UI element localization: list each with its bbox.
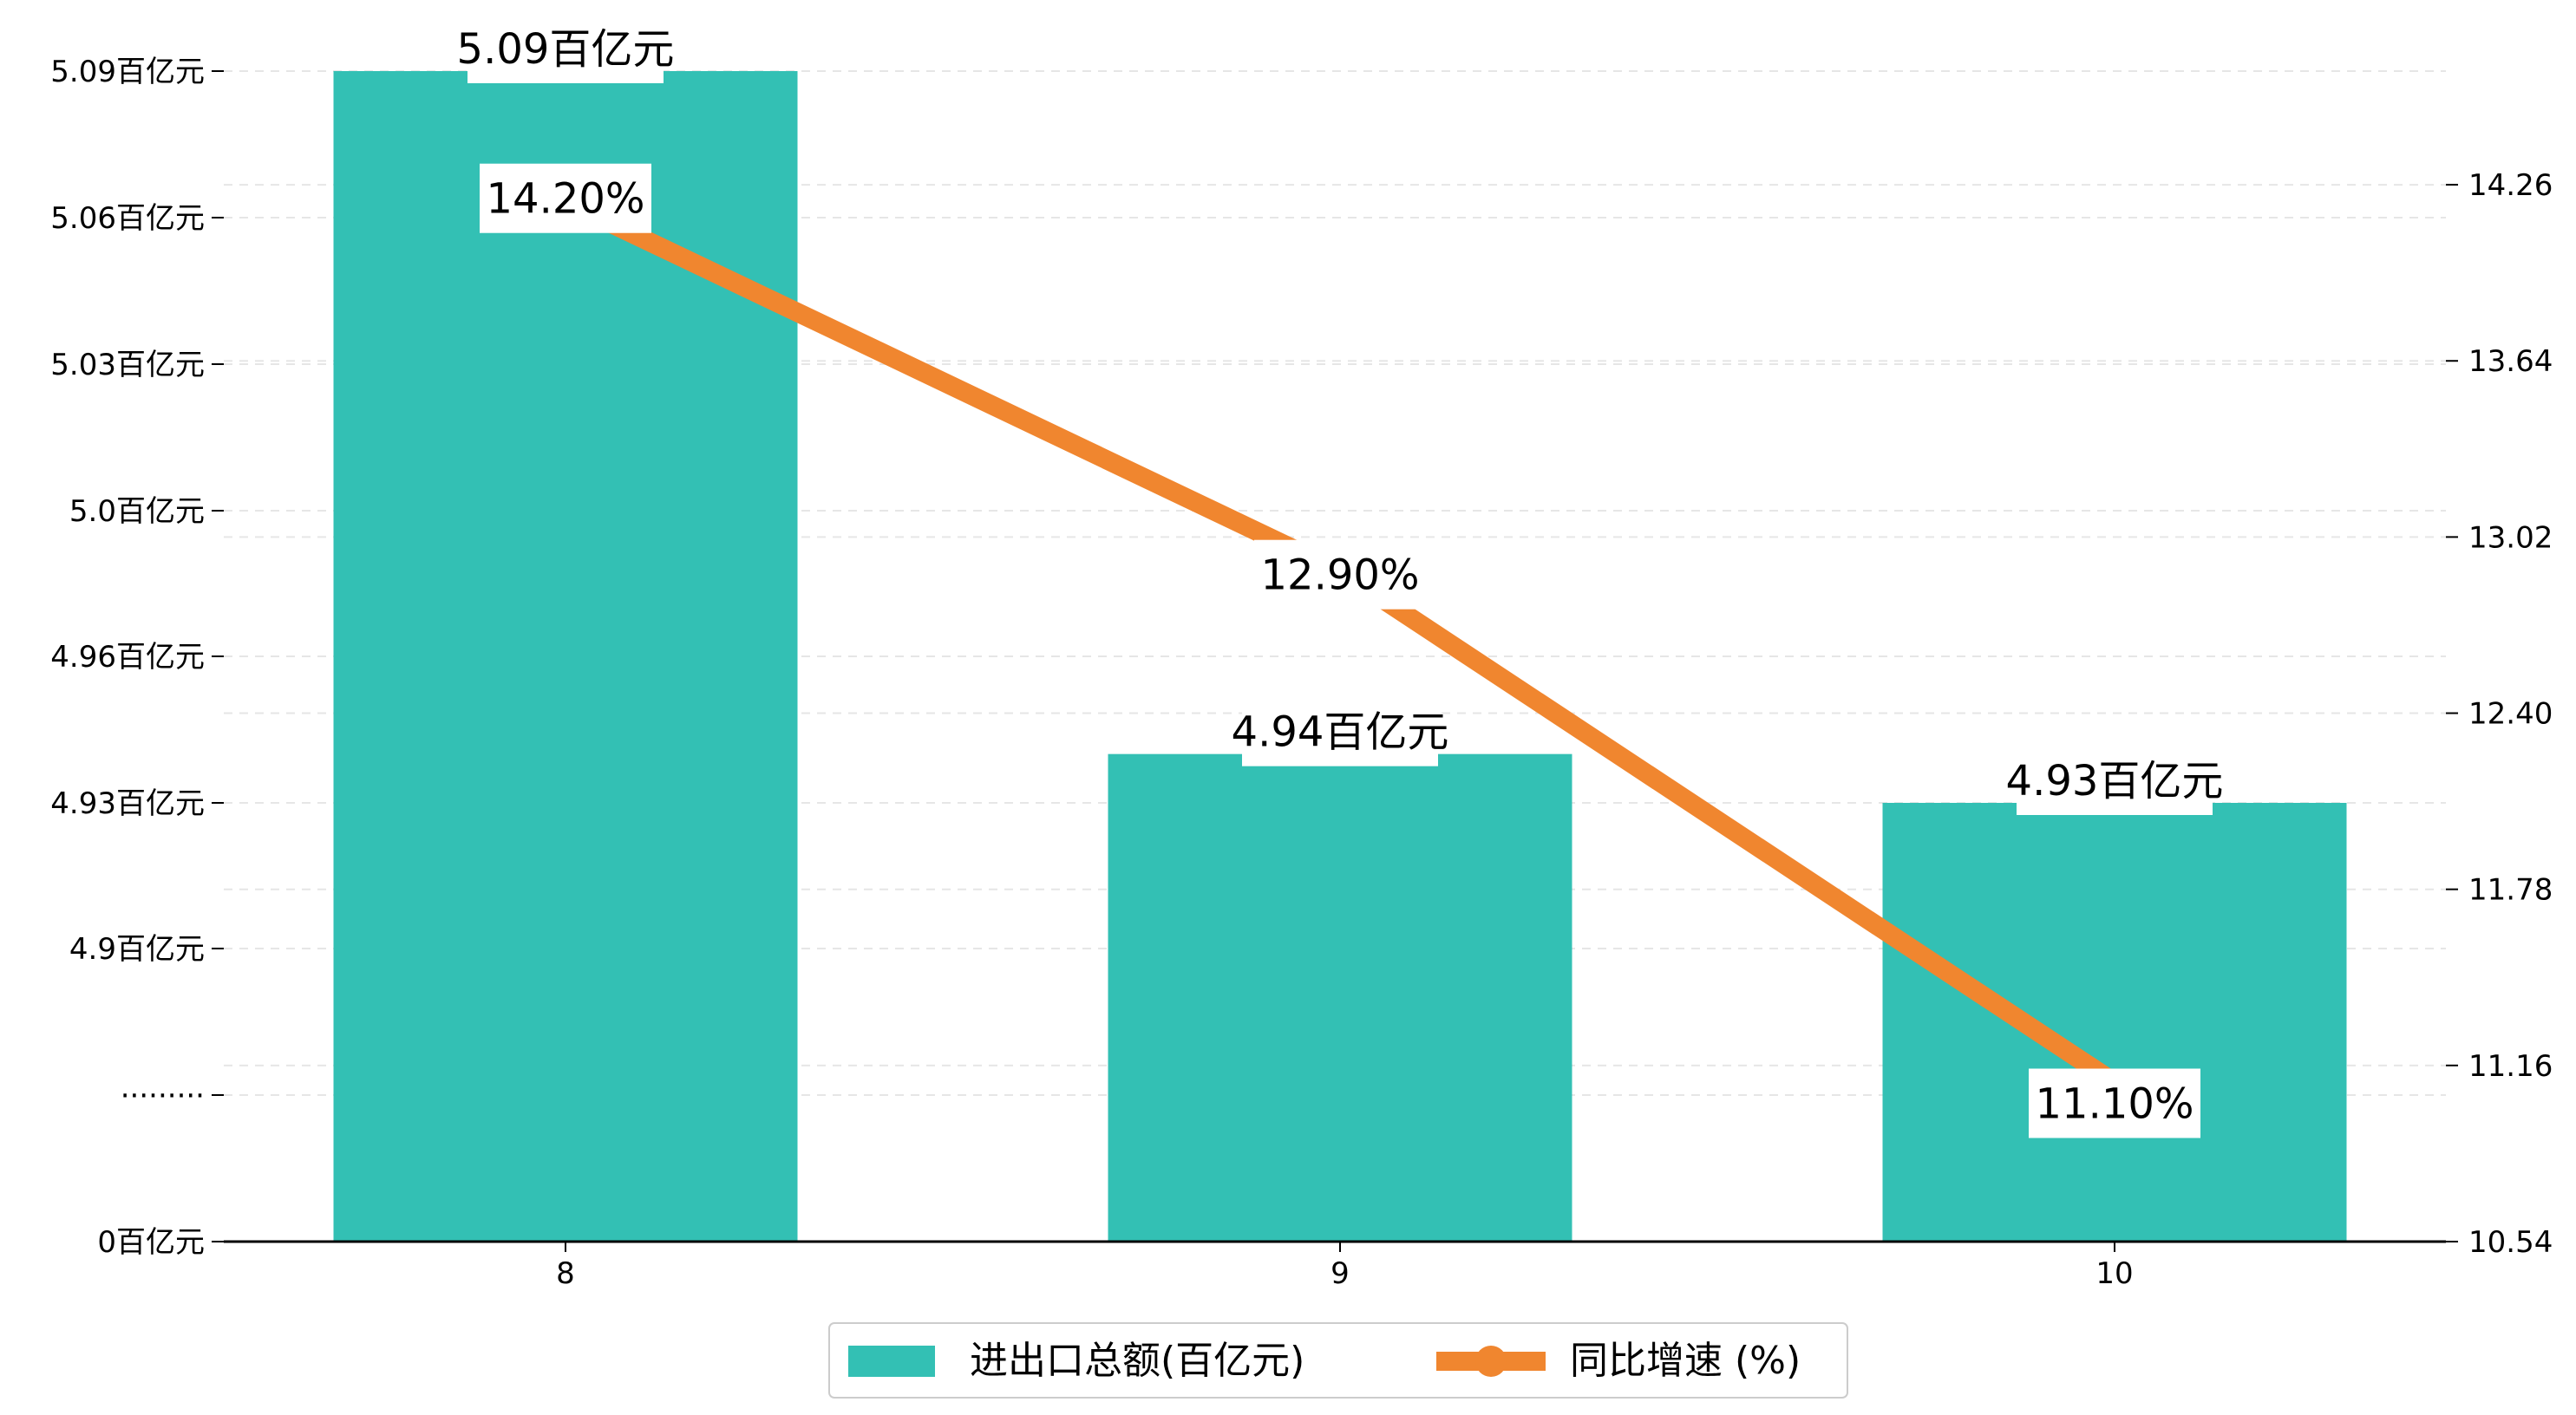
legend-label-bars: 进出口总额(百亿元): [970, 1339, 1304, 1383]
left-tick-label-4: 4.96百亿元: [50, 640, 205, 675]
bar-label-9-box: [1242, 696, 1438, 766]
bar-label-8: 5.09百亿元: [457, 25, 675, 74]
right-tick-label-1: 11.16: [2468, 1049, 2553, 1084]
line-label-10: 11.10%: [2035, 1080, 2194, 1129]
left-tick-label-1: ·········: [121, 1079, 205, 1113]
bar-label-8-box: [467, 14, 664, 83]
legend-box: [828, 1322, 1848, 1399]
x-tick-label-10: 10: [2095, 1256, 2133, 1291]
axes: 8 9 10 0百亿元 ········· 4.9百亿元 4.93百亿元 4.96百亿元 5.0…: [50, 55, 2553, 1291]
left-tick-label-3: 4.93百亿元: [50, 786, 205, 821]
line-label-9-box: [1254, 539, 1426, 610]
line-label-8: 14.20%: [486, 175, 644, 224]
right-tick-label-3: 12.40: [2468, 697, 2553, 732]
bars: [333, 71, 2347, 1242]
left-tick-label-6: 5.03百亿元: [50, 348, 205, 382]
x-tick-label-8: 8: [556, 1256, 575, 1291]
bar-label-10: 4.93百亿元: [2006, 757, 2224, 805]
bar-9: [1108, 753, 1572, 1242]
left-tick-label-0: 0百亿元: [97, 1225, 205, 1260]
legend-swatch-bars: [848, 1346, 935, 1377]
left-tick-label-5: 5.0百亿元: [69, 494, 205, 529]
left-tick-label-7: 5.06百亿元: [50, 201, 205, 236]
legend: 进出口总额(百亿元) 同比增速 (%): [828, 1322, 1848, 1399]
right-tick-label-4: 13.02: [2468, 520, 2553, 555]
bar-label-9: 4.94百亿元: [1232, 708, 1449, 757]
data-labels: 5.09百亿元 4.94百亿元 4.93百亿元 14.20% 12.90% 11.10%: [457, 14, 2224, 1138]
left-tick-label-2: 4.9百亿元: [69, 932, 205, 967]
bar-label-10-box: [2017, 746, 2213, 815]
right-tick-label-0: 10.54: [2468, 1225, 2553, 1260]
bar-10: [1882, 803, 2347, 1242]
line-label-10-box: [2029, 1068, 2200, 1138]
right-tick-label-2: 11.78: [2468, 873, 2553, 908]
legend-marker-line: [1475, 1346, 1507, 1377]
line-label-9: 12.90%: [1260, 551, 1419, 600]
line-label-8-box: [480, 163, 651, 233]
x-tick-label-9: 9: [1330, 1256, 1350, 1291]
bar-8: [333, 71, 798, 1242]
right-tick-label-6: 14.26: [2468, 168, 2553, 203]
legend-label-line: 同比增速 (%): [1570, 1339, 1801, 1383]
left-tick-label-8: 5.09百亿元: [50, 55, 205, 89]
right-tick-label-5: 13.64: [2468, 344, 2553, 379]
